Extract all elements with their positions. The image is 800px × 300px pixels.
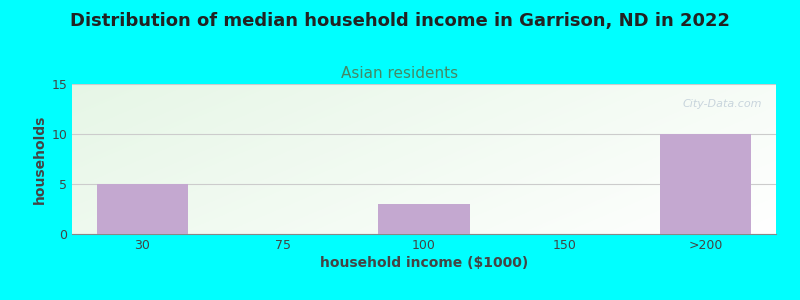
Text: Distribution of median household income in Garrison, ND in 2022: Distribution of median household income … [70,12,730,30]
Text: City-Data.com: City-Data.com [682,99,762,109]
Text: Asian residents: Asian residents [342,66,458,81]
X-axis label: household income ($1000): household income ($1000) [320,256,528,270]
Bar [378,204,470,234]
Bar [660,134,751,234]
Y-axis label: households: households [33,114,47,204]
Bar [97,184,188,234]
